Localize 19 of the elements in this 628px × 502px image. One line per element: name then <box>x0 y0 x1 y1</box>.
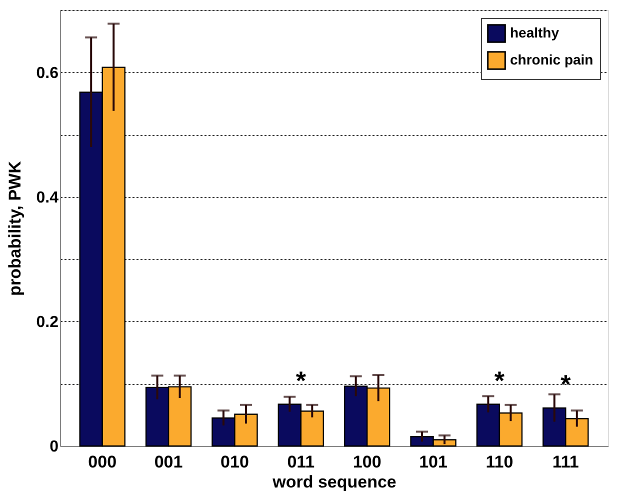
x-tick-label: 100 <box>352 452 382 472</box>
legend-label: healthy <box>510 24 560 40</box>
x-tick-label: 011 <box>287 452 315 472</box>
annotation: * <box>296 365 307 396</box>
x-tick-label: 101 <box>419 452 448 472</box>
x-axis-title: word sequence <box>272 472 396 492</box>
y-tick-label: 0.2 <box>36 314 59 331</box>
y-tick-label: 0 <box>50 438 59 456</box>
x-tick-label: 000 <box>88 452 117 472</box>
x-tick-label: 001 <box>154 452 183 472</box>
y-tick-label: 0.4 <box>36 189 59 206</box>
x-tick-label: 110 <box>486 452 514 472</box>
legend-label: chronic pain <box>510 52 594 68</box>
y-axis-title: probability, PWK <box>5 160 24 296</box>
x-tick-label: 111 <box>552 452 579 472</box>
y-tick-label: 0.6 <box>36 64 59 82</box>
annotation: * <box>494 365 506 396</box>
annotation: * <box>560 369 572 400</box>
x-tick-label: 010 <box>220 452 249 472</box>
